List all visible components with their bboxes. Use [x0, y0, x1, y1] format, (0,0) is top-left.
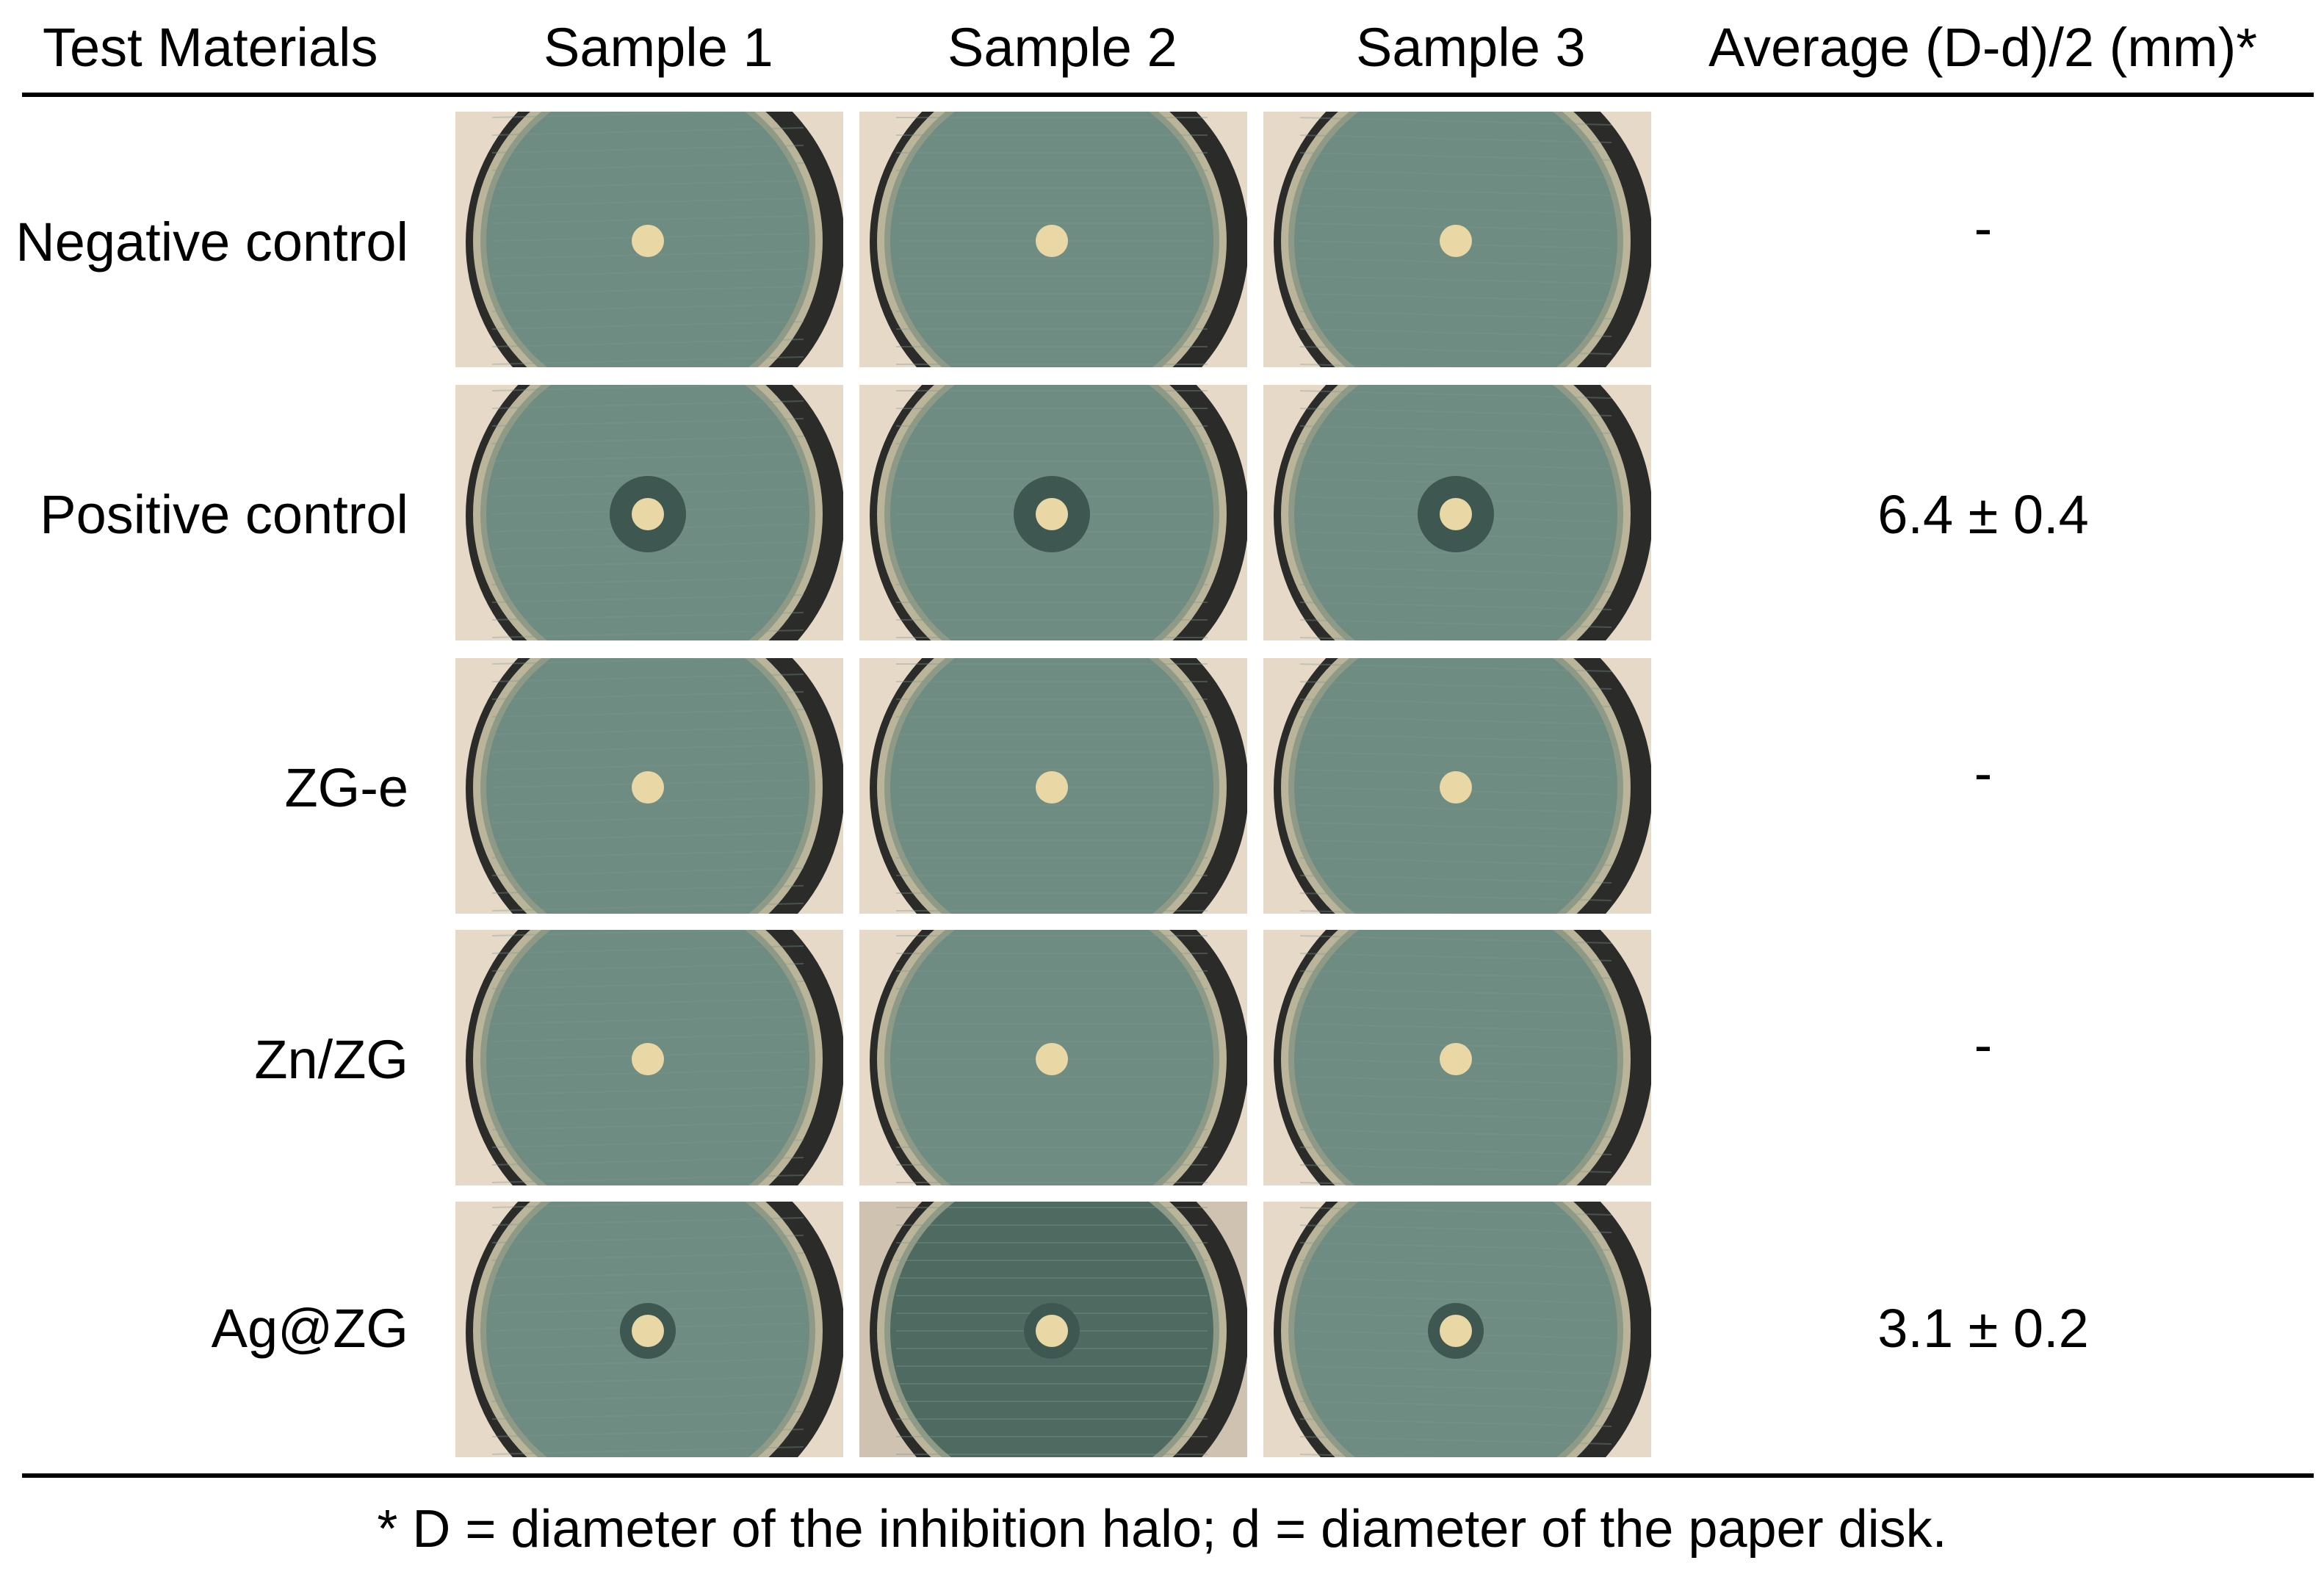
footnote: * D = diameter of the inhibition halo; d… [377, 1500, 1947, 1559]
header-sample-1: Sample 1 [544, 17, 773, 78]
header-average: Average (D-d)/2 (mm)* [1708, 17, 2258, 78]
petri-dish-photo-zg-e-sample-3 [1263, 658, 1651, 914]
petri-dish-photo-ag-zg-sample-1 [455, 1202, 843, 1457]
petri-dish-photo-ag-zg-sample-3 [1263, 1202, 1651, 1457]
petri-dish-photo-negative-control-sample-2 [859, 112, 1247, 367]
petri-dish-photo-zg-e-sample-1 [455, 658, 843, 914]
row-label-zn-zg: Zn/ZG [254, 1029, 408, 1090]
average-zg-e: - [1974, 743, 1993, 804]
row-label-ag-zg: Ag@ZG [211, 1298, 408, 1359]
average-ag-zg: 3.1 ± 0.2 [1877, 1298, 2089, 1359]
petri-dish-photo-positive-control-sample-1 [455, 385, 843, 640]
row-label-zg-e: ZG-e [284, 757, 408, 818]
petri-dish-photo-zg-e-sample-2 [859, 658, 1247, 914]
header-test-materials: Test Materials [43, 17, 378, 78]
top-rule [22, 93, 2314, 97]
header-sample-2: Sample 2 [948, 17, 1177, 78]
petri-dish-photo-negative-control-sample-3 [1263, 112, 1651, 367]
petri-dish-photo-zn-zg-sample-3 [1263, 930, 1651, 1185]
average-zn-zg: - [1974, 1014, 1993, 1075]
petri-dish-photo-negative-control-sample-1 [455, 112, 843, 367]
average-positive-control: 6.4 ± 0.4 [1877, 484, 2089, 545]
bottom-rule [22, 1473, 2314, 1478]
row-label-positive-control: Positive control [40, 484, 408, 545]
header-sample-3: Sample 3 [1356, 17, 1586, 78]
row-label-negative-control: Negative control [15, 212, 408, 272]
petri-dish-photo-zn-zg-sample-2 [859, 930, 1247, 1185]
petri-dish-photo-positive-control-sample-3 [1263, 385, 1651, 640]
petri-dish-photo-zn-zg-sample-1 [455, 930, 843, 1185]
petri-dish-photo-positive-control-sample-2 [859, 385, 1247, 640]
average-negative-control: - [1974, 198, 1993, 259]
petri-dish-photo-ag-zg-sample-2 [859, 1202, 1247, 1457]
